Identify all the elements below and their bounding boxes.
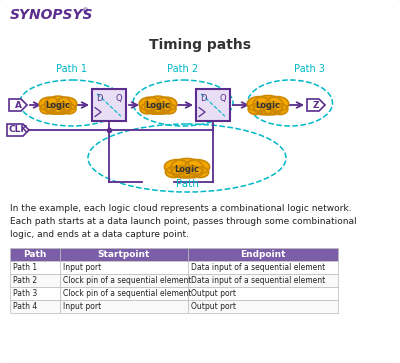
Ellipse shape xyxy=(192,167,209,178)
Text: Input port: Input port xyxy=(63,263,101,272)
Ellipse shape xyxy=(171,159,203,178)
Text: Endpoint: Endpoint xyxy=(240,250,286,259)
Text: Path 3: Path 3 xyxy=(294,64,326,74)
Ellipse shape xyxy=(164,160,190,174)
Text: In the example, each logic cloud represents a combinational logic network.: In the example, each logic cloud represe… xyxy=(10,204,352,213)
Ellipse shape xyxy=(151,106,165,114)
Ellipse shape xyxy=(145,103,162,114)
Ellipse shape xyxy=(56,97,77,111)
Text: Output port: Output port xyxy=(191,302,236,311)
Ellipse shape xyxy=(172,166,192,178)
Ellipse shape xyxy=(162,104,176,114)
Text: Q: Q xyxy=(115,94,122,103)
Text: logic, and ends at a data capture point.: logic, and ends at a data capture point. xyxy=(10,230,189,239)
Text: Data input of a sequential element: Data input of a sequential element xyxy=(191,276,325,285)
Polygon shape xyxy=(307,99,325,111)
FancyBboxPatch shape xyxy=(10,274,60,287)
FancyBboxPatch shape xyxy=(60,274,188,287)
Text: Z: Z xyxy=(313,101,319,110)
Text: Startpoint: Startpoint xyxy=(98,250,150,259)
FancyBboxPatch shape xyxy=(10,261,60,274)
Ellipse shape xyxy=(39,97,60,111)
FancyBboxPatch shape xyxy=(60,248,188,261)
Ellipse shape xyxy=(185,160,210,174)
Text: Path 2: Path 2 xyxy=(168,64,198,74)
FancyBboxPatch shape xyxy=(60,300,188,313)
FancyBboxPatch shape xyxy=(60,261,188,274)
Ellipse shape xyxy=(272,104,288,114)
Text: Logic: Logic xyxy=(174,164,200,174)
Text: Path 1: Path 1 xyxy=(56,64,88,74)
Text: Clock pin of a sequential element: Clock pin of a sequential element xyxy=(63,276,192,285)
FancyBboxPatch shape xyxy=(196,89,230,121)
Text: Path 2: Path 2 xyxy=(13,276,37,285)
Text: SYNOPSYS: SYNOPSYS xyxy=(10,8,94,22)
Ellipse shape xyxy=(62,104,76,114)
Ellipse shape xyxy=(54,103,71,114)
Text: Path: Path xyxy=(176,179,198,189)
Text: A: A xyxy=(14,101,22,110)
Text: Input port: Input port xyxy=(63,302,101,311)
FancyBboxPatch shape xyxy=(10,287,60,300)
Text: Logic: Logic xyxy=(146,102,170,110)
Ellipse shape xyxy=(182,166,202,178)
Ellipse shape xyxy=(139,97,160,111)
Ellipse shape xyxy=(140,104,154,114)
Polygon shape xyxy=(9,99,27,111)
Ellipse shape xyxy=(154,103,171,114)
Ellipse shape xyxy=(166,167,182,178)
Text: Path 4: Path 4 xyxy=(13,302,37,311)
FancyBboxPatch shape xyxy=(188,261,338,274)
Text: Q: Q xyxy=(219,94,226,103)
Text: Clock pin of a sequential element: Clock pin of a sequential element xyxy=(63,289,192,298)
FancyBboxPatch shape xyxy=(188,248,338,261)
Text: D: D xyxy=(96,94,102,103)
Ellipse shape xyxy=(254,103,272,115)
Text: Path 1: Path 1 xyxy=(13,263,37,272)
Ellipse shape xyxy=(247,97,270,111)
FancyBboxPatch shape xyxy=(10,300,60,313)
Ellipse shape xyxy=(178,170,196,178)
Ellipse shape xyxy=(266,97,289,111)
FancyBboxPatch shape xyxy=(188,274,338,287)
Text: Path 3: Path 3 xyxy=(13,289,37,298)
Ellipse shape xyxy=(44,96,72,114)
Ellipse shape xyxy=(156,97,177,111)
Ellipse shape xyxy=(260,106,276,115)
FancyBboxPatch shape xyxy=(92,89,126,121)
FancyBboxPatch shape xyxy=(10,248,60,261)
Text: Logic: Logic xyxy=(256,102,280,110)
Text: Each path starts at a data launch point, passes through some combinational: Each path starts at a data launch point,… xyxy=(10,217,357,226)
Text: CLK: CLK xyxy=(8,126,28,135)
Ellipse shape xyxy=(45,103,62,114)
Text: D: D xyxy=(200,94,206,103)
FancyBboxPatch shape xyxy=(60,287,188,300)
Ellipse shape xyxy=(253,95,283,114)
Ellipse shape xyxy=(144,96,172,114)
Ellipse shape xyxy=(264,103,282,115)
FancyBboxPatch shape xyxy=(188,300,338,313)
Ellipse shape xyxy=(51,106,65,114)
Text: Logic: Logic xyxy=(46,102,70,110)
Ellipse shape xyxy=(40,104,54,114)
Text: Timing paths: Timing paths xyxy=(149,38,251,52)
Polygon shape xyxy=(7,124,29,136)
Text: Data input of a sequential element: Data input of a sequential element xyxy=(191,263,325,272)
FancyBboxPatch shape xyxy=(188,287,338,300)
Ellipse shape xyxy=(248,104,264,114)
Text: ®: ® xyxy=(82,8,89,14)
Text: Output port: Output port xyxy=(191,289,236,298)
Text: Path: Path xyxy=(23,250,47,259)
